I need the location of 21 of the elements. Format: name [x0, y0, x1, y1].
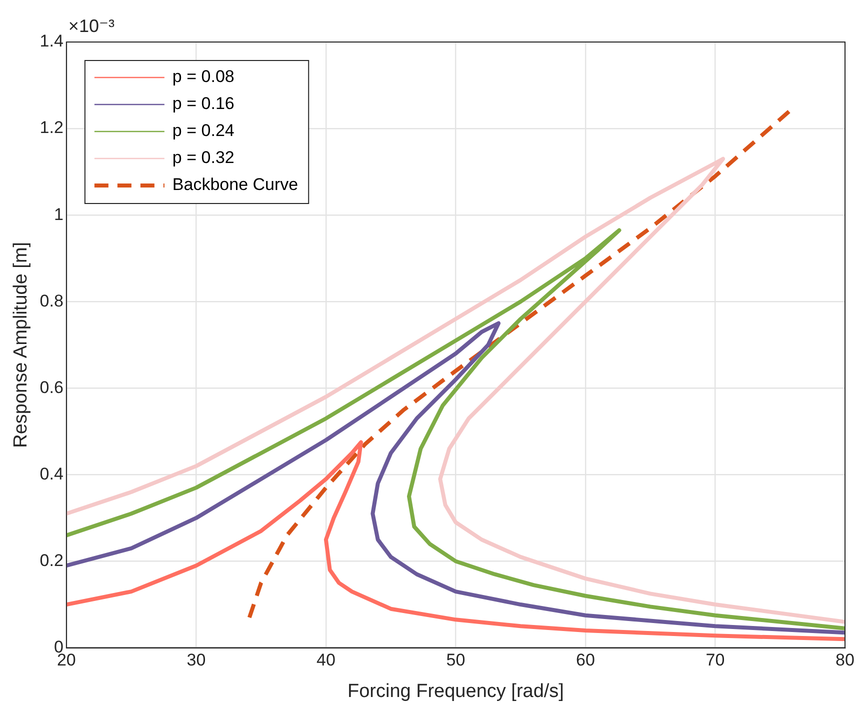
- y-axis-title: Response Amplitude [m]: [10, 242, 32, 448]
- legend-label: Backbone Curve: [172, 175, 298, 194]
- x-tick-label: 70: [706, 650, 725, 670]
- legend-label: p = 0.24: [172, 121, 234, 140]
- x-tick-label: 50: [446, 650, 466, 670]
- y-tick-label: 0.2: [40, 550, 64, 570]
- y-tick-label: 1.4: [40, 32, 64, 51]
- x-tick-label: 60: [576, 650, 595, 670]
- y-tick-label: 0.6: [40, 378, 64, 397]
- y-tick-label: 1.2: [40, 118, 64, 138]
- text: ×10⁻³: [68, 16, 114, 36]
- y-tick-label: 0.8: [40, 291, 64, 310]
- x-tick-label: 80: [836, 650, 854, 670]
- legend-label: p = 0.08: [172, 67, 234, 86]
- legend-label: p = 0.16: [172, 94, 234, 114]
- x-tick-label: 40: [316, 650, 336, 670]
- x-axis-title: Forcing Frequency [rad/s]: [347, 680, 564, 702]
- x-tick-label: 30: [186, 650, 206, 670]
- legend-label: p = 0.32: [172, 148, 234, 168]
- y-tick-label: 1: [54, 204, 64, 224]
- y-tick-label: 0.4: [40, 464, 64, 484]
